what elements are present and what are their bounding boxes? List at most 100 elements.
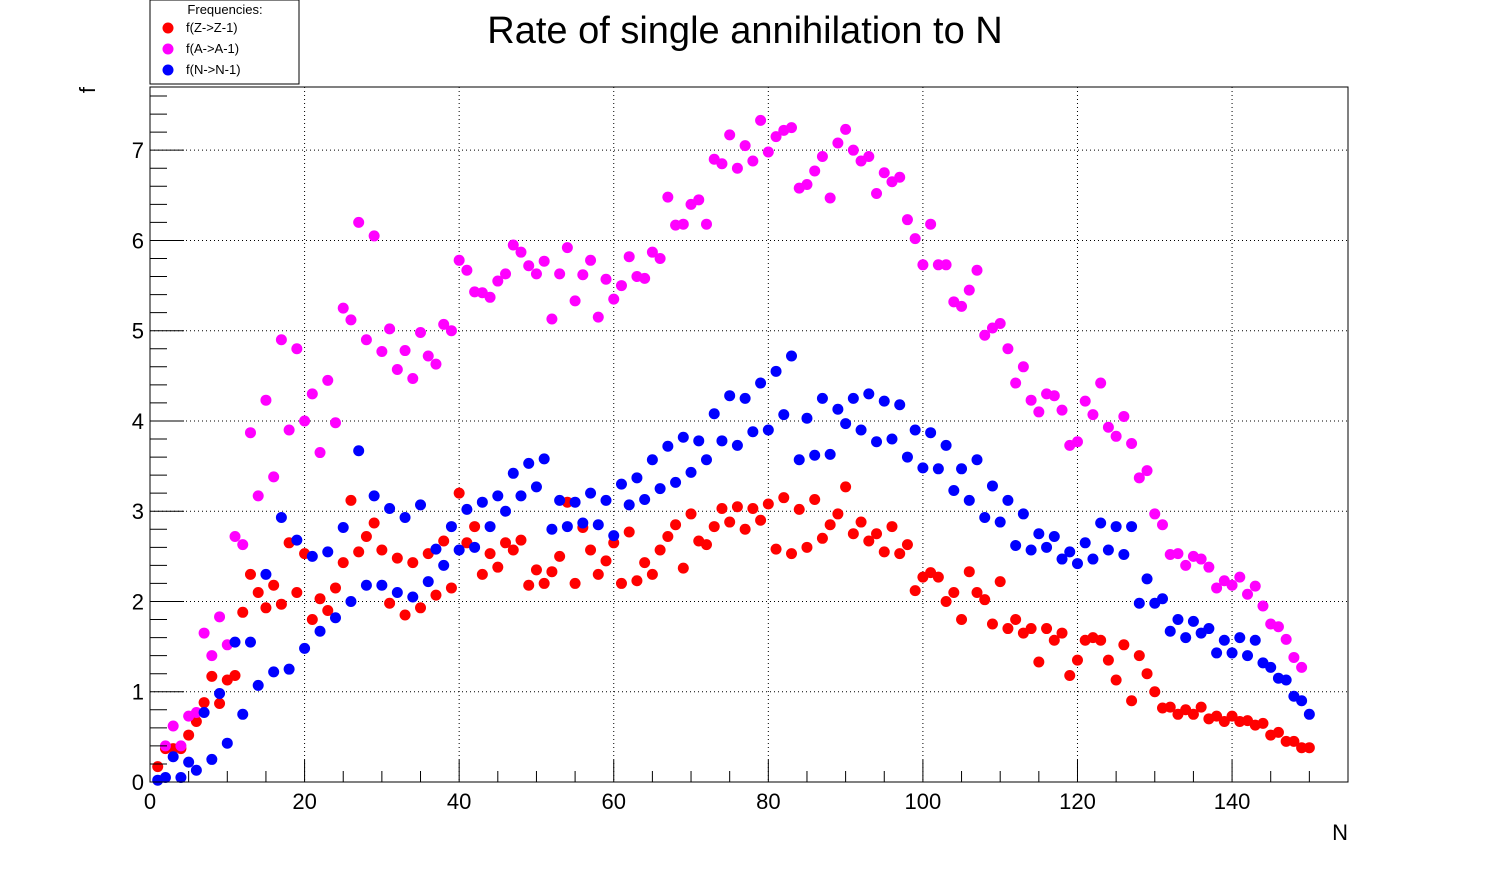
data-point	[1033, 528, 1045, 540]
data-point	[1203, 561, 1215, 573]
data-point	[407, 591, 419, 603]
data-point	[1164, 625, 1176, 637]
data-point	[592, 311, 604, 323]
data-point	[384, 503, 396, 515]
data-point	[538, 255, 550, 267]
data-point	[739, 523, 751, 535]
data-point	[314, 447, 326, 459]
data-point	[662, 530, 674, 542]
data-point	[1141, 668, 1153, 680]
data-point	[1048, 390, 1060, 402]
data-point	[453, 254, 465, 266]
data-point	[492, 490, 504, 502]
data-point	[832, 508, 844, 520]
data-point	[1002, 623, 1014, 635]
y-tick-label: 5	[132, 319, 144, 344]
data-point	[500, 505, 512, 517]
data-point	[708, 521, 720, 533]
data-point	[631, 575, 643, 587]
data-point	[1280, 633, 1292, 645]
data-point	[639, 493, 651, 505]
data-point	[739, 140, 751, 152]
plot-frame	[149, 86, 1349, 783]
data-point	[1226, 710, 1238, 722]
data-point	[507, 544, 519, 556]
data-point	[917, 462, 929, 474]
data-point	[886, 433, 898, 445]
data-point	[816, 532, 828, 544]
data-point	[306, 550, 318, 562]
data-point	[1303, 742, 1315, 754]
data-point	[762, 424, 774, 436]
data-point	[600, 555, 612, 567]
data-point	[538, 577, 550, 589]
data-point	[368, 517, 380, 529]
data-point	[639, 557, 651, 569]
data-point	[1242, 588, 1254, 600]
data-point	[778, 492, 790, 504]
legend-marker	[162, 64, 174, 76]
data-point	[1272, 726, 1284, 738]
data-point	[484, 548, 496, 560]
data-point	[476, 496, 488, 508]
data-point	[391, 586, 403, 598]
data-point	[670, 476, 682, 488]
data-point	[515, 246, 527, 258]
data-point	[1211, 582, 1223, 594]
data-point	[438, 559, 450, 571]
chart-title: Rate of single annihilation to N	[487, 10, 1002, 52]
data-point	[1025, 623, 1037, 635]
data-point	[345, 595, 357, 607]
data-point	[615, 577, 627, 589]
data-point	[1118, 410, 1130, 422]
data-point	[353, 216, 365, 228]
data-point	[1126, 521, 1138, 533]
data-point	[1172, 548, 1184, 560]
data-point	[739, 392, 751, 404]
data-point	[847, 392, 859, 404]
data-point	[1110, 521, 1122, 533]
data-point	[1010, 614, 1022, 626]
data-point	[368, 490, 380, 502]
data-point	[1149, 686, 1161, 698]
data-point	[615, 478, 627, 490]
data-point	[1025, 544, 1037, 556]
data-point	[979, 329, 991, 341]
data-point	[206, 753, 218, 765]
data-point	[376, 345, 388, 357]
data-point	[986, 480, 998, 492]
data-point	[1095, 517, 1107, 529]
data-point	[376, 544, 388, 556]
data-point	[847, 144, 859, 156]
data-point	[407, 373, 419, 385]
data-point	[360, 334, 372, 346]
data-point	[592, 568, 604, 580]
data-point	[592, 519, 604, 531]
data-point	[654, 252, 666, 264]
data-point	[1056, 553, 1068, 565]
data-point	[1017, 361, 1029, 373]
data-point	[1288, 651, 1300, 663]
data-point	[878, 167, 890, 179]
data-point	[167, 720, 179, 732]
data-point	[871, 436, 883, 448]
data-point	[190, 716, 202, 728]
x-axis-label: N	[1332, 820, 1348, 845]
data-point	[585, 487, 597, 499]
data-point	[291, 586, 303, 598]
data-point	[453, 487, 465, 499]
data-point	[183, 756, 195, 768]
data-point	[445, 582, 457, 594]
legend-label: f(A->A-1)	[186, 41, 239, 56]
data-point	[863, 151, 875, 162]
data-point	[445, 521, 457, 533]
data-point	[415, 327, 427, 339]
data-point	[492, 275, 504, 287]
data-point	[871, 528, 883, 540]
data-point	[407, 557, 419, 569]
data-point	[237, 708, 249, 720]
data-point	[1102, 544, 1114, 556]
data-point	[1257, 600, 1269, 612]
data-point	[809, 493, 821, 505]
data-point	[994, 516, 1006, 528]
